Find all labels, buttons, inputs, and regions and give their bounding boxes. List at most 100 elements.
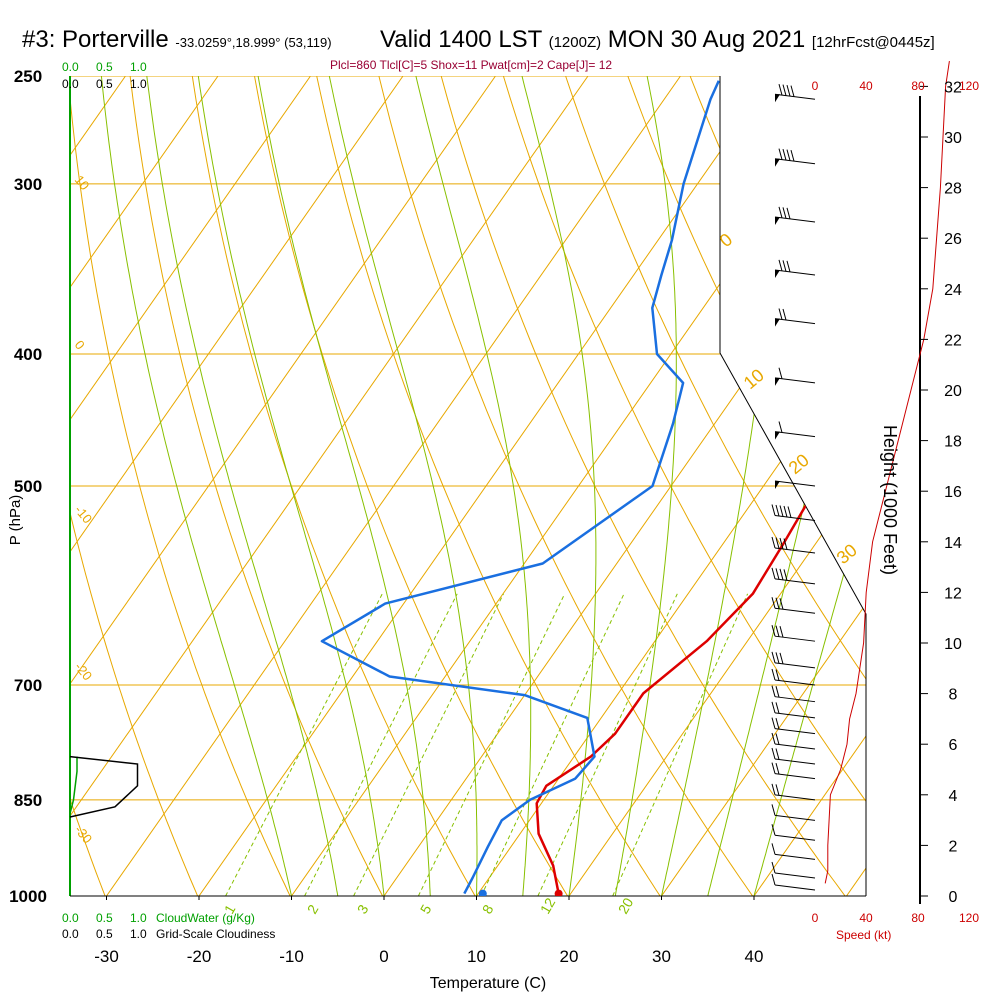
height-tick-label: 32 [944, 79, 962, 96]
wind-barb-flag [775, 94, 780, 103]
mixing-ratio-line [537, 593, 678, 896]
wind-barb [774, 318, 816, 325]
wind-barb-feather [787, 506, 792, 518]
speed-tick-bottom: 40 [859, 911, 873, 925]
wind-barb [774, 758, 816, 765]
wind-barb-feather [779, 626, 784, 638]
temperature-tick-label: 40 [745, 947, 764, 966]
cloudwater-tick-bottom: 1.0 [130, 911, 147, 925]
cloudwater-label: CloudWater (g/Kg) [156, 911, 255, 925]
height-tick-label: 16 [944, 484, 962, 501]
height-tick-label: 12 [944, 585, 962, 602]
moist-adiabat-label: 20 [785, 450, 813, 478]
speed-tick-top: 0 [812, 79, 819, 93]
wind-barb-feather [775, 568, 780, 580]
wind-barb-feather [775, 597, 780, 609]
wind-barb-feather [775, 625, 780, 637]
wind-barb-feather [771, 804, 776, 816]
cloudiness-label: Grid-Scale Cloudiness [156, 927, 275, 941]
cloudwater-tick-bottom: 0.5 [96, 911, 113, 925]
wind-barb-feather [786, 84, 791, 97]
dry-adiabat [70, 76, 305, 896]
moist-adiabat-label: 10 [740, 365, 768, 393]
wind-barb [774, 93, 816, 100]
height-tick-label: 0 [949, 889, 958, 906]
valid-label: Valid 1400 LST [380, 26, 542, 53]
utc-label: (1200Z) [548, 34, 602, 51]
temperature-tick-label: -20 [187, 947, 212, 966]
mixing-ratio-line [612, 593, 749, 896]
wind-barb [774, 872, 816, 879]
wind-barb-flag [775, 377, 780, 386]
wind-barb-flag [775, 270, 780, 279]
temperature-tick-label: 20 [560, 947, 579, 966]
speed-tick-top: 120 [959, 79, 979, 93]
wind-barb-feather [782, 260, 787, 272]
mixing-ratio-label: 20 [615, 895, 637, 917]
pressure-tick-label: 300 [14, 175, 42, 194]
mixing-ratio-line [417, 593, 566, 896]
dry-adiabat [70, 76, 117, 896]
wind-barb-feather [771, 861, 776, 874]
wind-barb-feather [771, 567, 776, 580]
cloudiness-tick-bottom: 0.5 [96, 927, 113, 941]
moist-adiabat [146, 76, 339, 896]
wind-barb-feather [775, 504, 780, 517]
cloudiness-tick-bottom: 0.0 [62, 927, 79, 941]
height-tick-label: 22 [944, 332, 962, 349]
wind-barb-feather [783, 569, 788, 581]
pressure-tick-label: 250 [14, 67, 42, 86]
wind-barb-feather [771, 597, 776, 609]
wind-barb [774, 853, 816, 860]
isotherm [753, 76, 866, 896]
wind-barb-flag [775, 481, 780, 489]
wind-barb-feather [771, 783, 776, 796]
height-tick-label: 8 [949, 687, 958, 704]
wind-barb-feather [783, 538, 788, 550]
wind-barb-feather [778, 308, 783, 320]
wind-barb [774, 547, 816, 554]
cloudwater-tick-top: 1.0 [130, 60, 147, 74]
wind-barb-feather [771, 625, 776, 637]
dry-adiabat-label: 0 [72, 337, 88, 352]
dry-adiabat [495, 76, 866, 896]
isotherm [106, 76, 681, 896]
wind-barb-feather [790, 85, 795, 97]
wind-barb [774, 578, 816, 585]
wind-barb-feather [771, 717, 776, 729]
mixing-ratio-label: 3 [354, 902, 372, 917]
moist-adiabat-label: 30 [833, 540, 861, 568]
wind-barb-flag [775, 158, 780, 167]
wind-barb-feather [771, 732, 776, 745]
wind-barb [774, 773, 816, 780]
moist-adiabat [257, 76, 431, 896]
wind-barb-flag [775, 318, 780, 327]
pressure-tick-label: 700 [14, 676, 42, 695]
valid-time: Valid 1400 LST (1200Z) MON 30 Aug 2021 [… [380, 26, 935, 54]
wind-barb-feather [782, 207, 787, 219]
wind-barb [774, 377, 816, 384]
mixing-ratio-label: 5 [417, 902, 435, 917]
wind-barb-feather [778, 259, 783, 272]
mixing-ratio-line [225, 593, 383, 896]
wind-barb-feather [778, 148, 783, 160]
mixing-ratio-line [304, 593, 458, 896]
mixing-ratio-label: 8 [479, 902, 497, 917]
wind-barb [774, 635, 816, 642]
moist-adiabat-label: 0 [716, 229, 737, 251]
isotherm [70, 76, 219, 896]
mixing-ratio-label: 2 [304, 902, 322, 917]
speed-tick-top: 40 [859, 79, 873, 93]
wind-barb-feather [782, 149, 787, 161]
wind-barb-feather [771, 762, 776, 774]
cloudiness-tick-top: 1.0 [130, 77, 147, 91]
height-tick-label: 6 [949, 737, 958, 754]
wind-barb-feather [775, 748, 780, 760]
station-title: #3: Porterville -33.0259°,18.999° (53,11… [22, 26, 332, 54]
wind-barb-feather [775, 718, 780, 730]
wind-barb-flag [775, 217, 780, 226]
height-tick-label: 26 [944, 231, 962, 248]
wind-barb [774, 679, 816, 686]
wind-barb-feather [771, 701, 776, 714]
